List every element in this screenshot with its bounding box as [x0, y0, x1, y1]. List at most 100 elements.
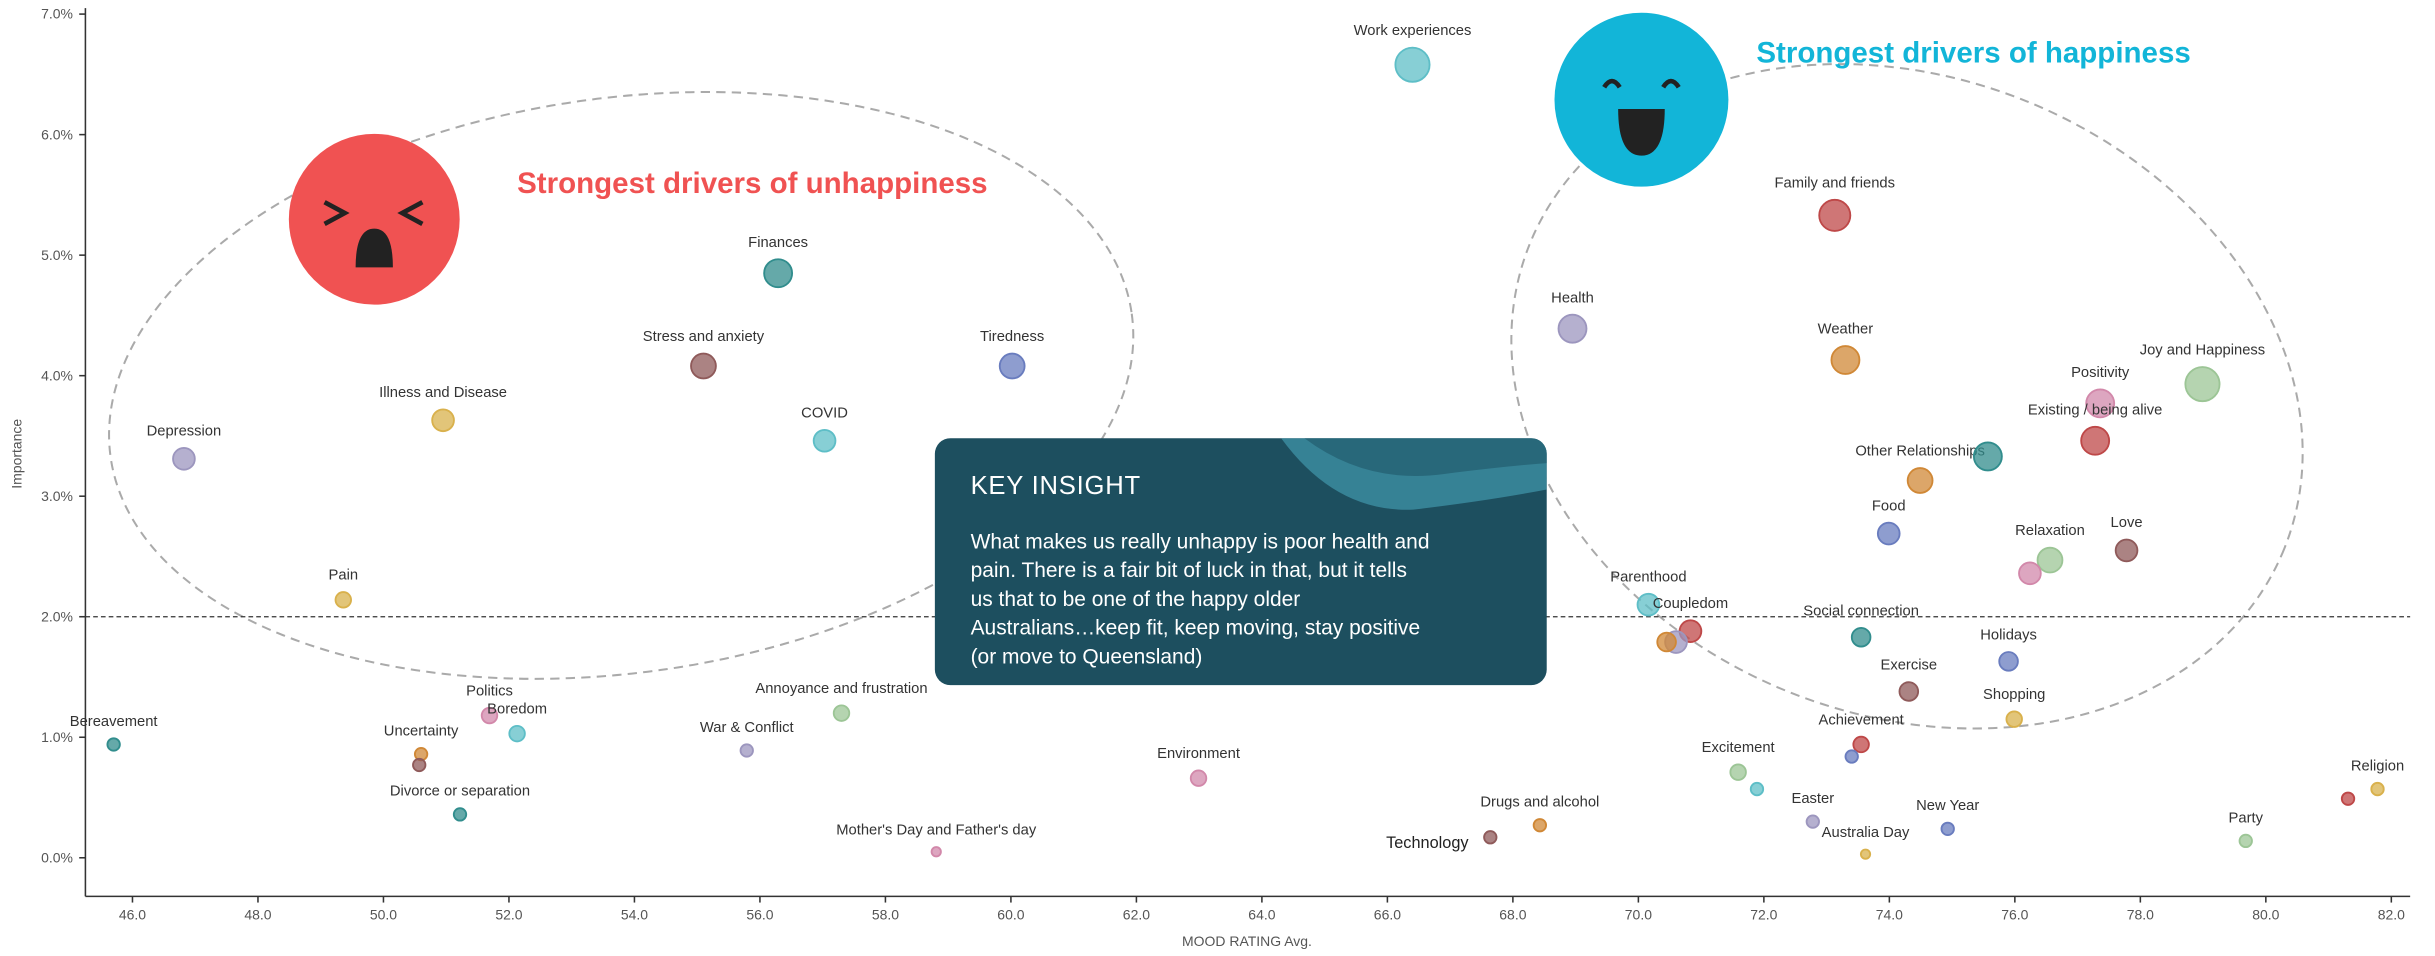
x-tick-label: 68.0: [1499, 907, 1526, 923]
point-label: Love: [2111, 515, 2143, 531]
bubble: [172, 447, 196, 471]
point-label: Tiredness: [980, 329, 1044, 345]
y-tick-label: 3.0%: [41, 488, 73, 504]
x-tick-label: 46.0: [119, 907, 146, 923]
bubble: [1859, 848, 1872, 860]
bubble: [480, 706, 499, 725]
x-tick-label: 62.0: [1123, 907, 1150, 923]
x-tick-label: 54.0: [621, 907, 648, 923]
happy-ellipse: [1510, 63, 2304, 730]
bubble: [1749, 781, 1765, 797]
insight-line: pain. There is a fair bit of luck in tha…: [971, 559, 1407, 582]
point-label: Illness and Disease: [379, 385, 507, 401]
point-label: Depression: [147, 424, 222, 440]
bubble: [2018, 561, 2042, 586]
bubble: [1972, 441, 2003, 472]
bubble: [1906, 467, 1934, 494]
bubble: [431, 408, 455, 433]
bubble: [998, 352, 1026, 380]
point-label: Australia Day: [1822, 825, 1910, 841]
bubble: [930, 846, 942, 858]
point-label: Environment: [1157, 746, 1240, 762]
bubble: [1729, 763, 1747, 781]
bubble: [2238, 833, 2253, 849]
bubble: [2370, 781, 2385, 797]
x-tick-label: 74.0: [1876, 907, 1903, 923]
x-tick-label: 60.0: [997, 907, 1024, 923]
point-label: War & Conflict: [700, 720, 794, 736]
bubble: [1532, 818, 1548, 833]
point-label: Holidays: [1980, 628, 2037, 644]
happy-heading: Strongest drivers of happiness: [1756, 36, 2190, 69]
bubble: [1940, 821, 1955, 836]
bubble: [2080, 425, 2111, 456]
y-tick-label: 1.0%: [41, 729, 73, 745]
point-label: Stress and anxiety: [643, 329, 765, 345]
bubble: [1876, 521, 1901, 546]
x-tick-label: 76.0: [2001, 907, 2028, 923]
point-label: Existing / being alive: [2028, 402, 2162, 418]
y-axis-label: Importance: [9, 419, 25, 489]
bubble: [1818, 198, 1852, 232]
bubble: [1557, 313, 1588, 344]
point-label: Work experiences: [1354, 23, 1472, 39]
insight-title: KEY INSIGHT: [971, 472, 1141, 500]
bubble: [1656, 631, 1677, 653]
bubble: [2184, 366, 2221, 403]
bubble: [508, 724, 526, 743]
point-label: Easter: [1791, 791, 1834, 807]
x-tick-label: 64.0: [1248, 907, 1275, 923]
point-label: Excitement: [1702, 740, 1775, 756]
bubble: [1898, 681, 1920, 702]
point-label: Exercise: [1881, 658, 1938, 674]
sad-face: [288, 133, 460, 305]
point-label: Boredom: [487, 701, 547, 717]
bubble: [1852, 735, 1870, 754]
y-tick-label: 4.0%: [41, 367, 73, 383]
insight-line: us that to be one of the happy older: [971, 588, 1301, 611]
bubble: [1850, 626, 1872, 648]
y-tick-label: 6.0%: [41, 126, 73, 142]
x-tick-label: 50.0: [370, 907, 397, 923]
point-label: Relaxation: [2015, 523, 2085, 539]
y-tick-label: 0.0%: [41, 849, 73, 865]
bubble: [1636, 592, 1661, 617]
point-label: Food: [1872, 498, 1906, 514]
point-label: New Year: [1916, 798, 1979, 814]
bubble: [1805, 814, 1820, 829]
x-axis-label: MOOD RATING Avg.: [1182, 933, 1312, 949]
bubble: [1830, 345, 1861, 375]
x-tick-label: 48.0: [244, 907, 271, 923]
point-label: Family and friends: [1775, 175, 1896, 191]
point-label: Pain: [329, 568, 359, 584]
bubble: [2085, 388, 2116, 419]
insight-box: KEY INSIGHT What makes us really unhappy …: [934, 438, 1547, 686]
unhappy-heading: Strongest drivers of unhappiness: [517, 167, 987, 200]
bubble: [1394, 46, 1431, 83]
point-label: Annoyance and frustration: [755, 681, 927, 697]
bubble: [832, 704, 851, 722]
decoration: [108, 12, 2304, 730]
bubble: [334, 591, 352, 609]
bubble: [1483, 830, 1498, 845]
point-label: Religion: [2351, 758, 2404, 774]
point-label: COVID: [801, 405, 848, 421]
x-tick-label: 52.0: [495, 907, 522, 923]
x-tick-label: 72.0: [1750, 907, 1777, 923]
bubble: [763, 258, 794, 289]
insight-line: Australians…keep fit, keep moving, stay …: [971, 617, 1421, 640]
point-label: Bereavement: [70, 714, 158, 730]
bubble: [1844, 749, 1859, 764]
point-label: Technology: [1386, 834, 1469, 852]
x-tick-label: 56.0: [746, 907, 773, 923]
bubble: [1998, 651, 2019, 672]
bubble: [1189, 769, 1208, 787]
point-label: Health: [1551, 290, 1594, 306]
bubble: [2036, 546, 2064, 574]
x-tick-label: 82.0: [2378, 907, 2405, 923]
point-label: Uncertainty: [384, 723, 459, 739]
point-label: Other Relationships: [1855, 444, 1985, 460]
y-tick-label: 7.0%: [41, 6, 73, 22]
point-label: Parenthood: [1610, 569, 1686, 585]
